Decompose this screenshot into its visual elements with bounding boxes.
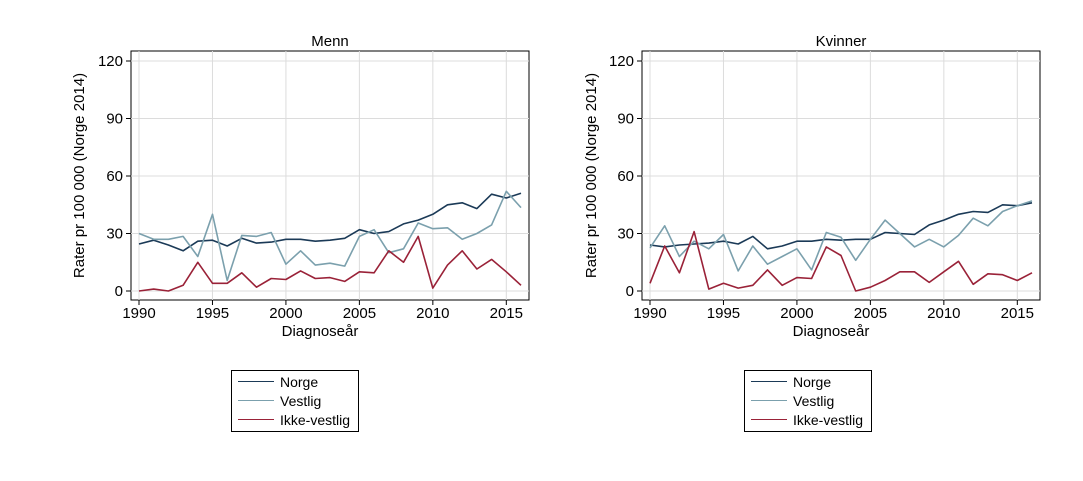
y-tick-label: 30 bbox=[106, 226, 123, 243]
legend-label: Norge bbox=[280, 374, 319, 390]
series-line-ikke-vestlig bbox=[649, 230, 1033, 292]
legend-label: Norge bbox=[793, 374, 832, 390]
x-tick-label: 2015 bbox=[1001, 305, 1034, 322]
x-axis-label: Diagnoseår bbox=[793, 323, 870, 340]
y-axis-label: Rater pr 100 000 (Norge 2014) bbox=[583, 73, 600, 278]
chart-title: Kvinner bbox=[816, 33, 867, 50]
x-tick-label: 1995 bbox=[707, 305, 740, 322]
legend-kvinner: Norge Vestlig Ikke-vestlig bbox=[744, 370, 872, 432]
y-tick-label: 120 bbox=[609, 53, 634, 70]
x-tick-label: 2005 bbox=[343, 305, 376, 322]
legend-item-norge: Norge bbox=[232, 373, 358, 391]
legend-label: Ikke-vestlig bbox=[793, 412, 864, 428]
y-tick-label: 0 bbox=[626, 283, 634, 300]
legend-swatch bbox=[238, 419, 274, 420]
y-tick-label: 30 bbox=[617, 226, 634, 243]
legend-item-ikke-vestlig: Ikke-vestlig bbox=[232, 411, 358, 429]
x-tick-label: 2005 bbox=[854, 305, 887, 322]
legend-swatch bbox=[751, 419, 787, 420]
series-line-norge bbox=[649, 202, 1033, 250]
legend-item-norge: Norge bbox=[745, 373, 871, 391]
series-line-vestlig bbox=[649, 200, 1033, 272]
legend-swatch bbox=[751, 381, 787, 382]
legend-item-vestlig: Vestlig bbox=[232, 392, 358, 410]
legend-label: Ikke-vestlig bbox=[280, 412, 351, 428]
y-tick-label: 120 bbox=[98, 53, 123, 70]
x-tick-label: 2010 bbox=[927, 305, 960, 322]
x-tick-label: 2000 bbox=[269, 305, 302, 322]
legend-label: Vestlig bbox=[280, 393, 322, 409]
x-axis-label: Diagnoseår bbox=[282, 323, 359, 340]
y-axis-label: Rater pr 100 000 (Norge 2014) bbox=[71, 73, 88, 278]
y-tick-label: 90 bbox=[617, 111, 634, 128]
legend-item-vestlig: Vestlig bbox=[745, 392, 871, 410]
x-tick-label: 1990 bbox=[122, 305, 155, 322]
y-tick-label: 0 bbox=[115, 283, 123, 300]
y-tick-label: 60 bbox=[617, 168, 634, 185]
x-tick-label: 2015 bbox=[490, 305, 523, 322]
y-tick-label: 90 bbox=[106, 111, 123, 128]
series-line-ikke-vestlig bbox=[138, 235, 522, 292]
x-tick-label: 1990 bbox=[633, 305, 666, 322]
y-tick-label: 60 bbox=[106, 168, 123, 185]
legend-swatch bbox=[751, 400, 787, 401]
legend-item-ikke-vestlig: Ikke-vestlig bbox=[745, 411, 871, 429]
legend-swatch bbox=[238, 400, 274, 401]
legend-label: Vestlig bbox=[793, 393, 835, 409]
legend-menn: Norge Vestlig Ikke-vestlig bbox=[231, 370, 359, 432]
series-line-vestlig bbox=[138, 190, 522, 282]
chart-title: Menn bbox=[311, 33, 349, 50]
x-tick-label: 2010 bbox=[416, 305, 449, 322]
legend-swatch bbox=[238, 381, 274, 382]
x-tick-label: 1995 bbox=[196, 305, 229, 322]
x-tick-label: 2000 bbox=[780, 305, 813, 322]
